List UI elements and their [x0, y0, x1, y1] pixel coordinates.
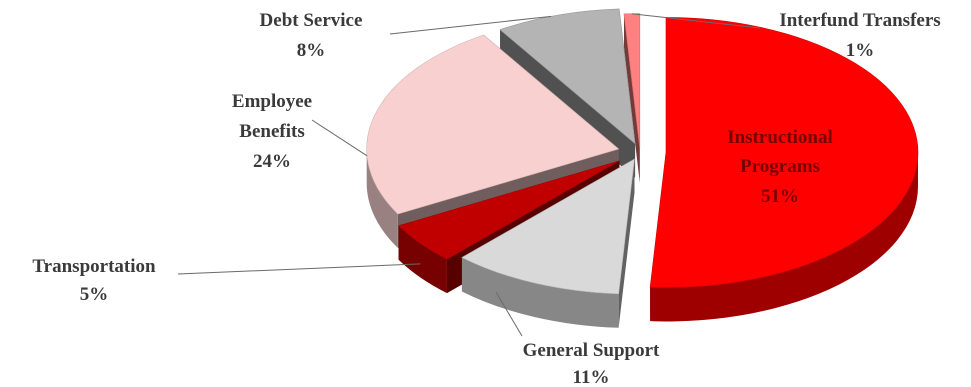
label-instructional-line2: Programs	[740, 156, 820, 177]
leader-transportation	[177, 263, 421, 275]
slice-top	[366, 34, 620, 215]
label-instructional: Instructional Programs 51%	[727, 127, 833, 207]
slice-top	[649, 17, 919, 288]
label-interfund-transfers: Interfund Transfers 1%	[779, 10, 940, 61]
slice-top	[398, 160, 620, 260]
slice-side	[461, 257, 619, 328]
label-general-support-pct: 11%	[573, 367, 610, 387]
slice-interfund-transfers	[623, 13, 641, 183]
slice-side	[366, 148, 398, 249]
label-interfund-transfers-pct: 1%	[846, 40, 875, 61]
slice-side	[398, 225, 447, 294]
slice-general-support	[461, 158, 635, 328]
slice-instructional	[649, 17, 919, 322]
label-debt-service-pct: 8%	[297, 40, 326, 61]
label-transportation: Transportation 5%	[32, 256, 156, 305]
slice-side	[650, 152, 918, 322]
label-employee-benefits: Employee Benefits 24%	[232, 91, 312, 172]
slice-wall	[618, 159, 635, 328]
label-employee-benefits-pct: 24%	[253, 151, 291, 172]
label-debt-service-name: Debt Service	[260, 10, 363, 31]
label-debt-service: Debt Service 8%	[260, 10, 363, 61]
label-general-support-name: General Support	[523, 340, 660, 361]
label-instructional-pct: 51%	[761, 186, 799, 207]
label-transportation-name: Transportation	[32, 256, 156, 277]
leader-general-support	[495, 292, 523, 337]
slice-top	[461, 158, 635, 295]
slice-top	[499, 8, 636, 145]
label-employee-benefits-line1: Employee	[232, 91, 312, 112]
slice-wall	[623, 13, 640, 183]
label-interfund-transfers-name: Interfund Transfers	[779, 10, 940, 31]
label-transportation-pct: 5%	[80, 284, 109, 305]
pie-slices	[366, 8, 919, 328]
label-employee-benefits-line2: Benefits	[239, 121, 304, 142]
leader-lines	[177, 13, 761, 337]
leader-employee-benefits	[311, 119, 368, 157]
label-general-support: General Support 11%	[523, 340, 660, 387]
leader-interfund-transfers	[631, 13, 761, 29]
label-instructional-line1: Instructional	[727, 127, 833, 148]
leader-debt-service	[389, 15, 552, 35]
